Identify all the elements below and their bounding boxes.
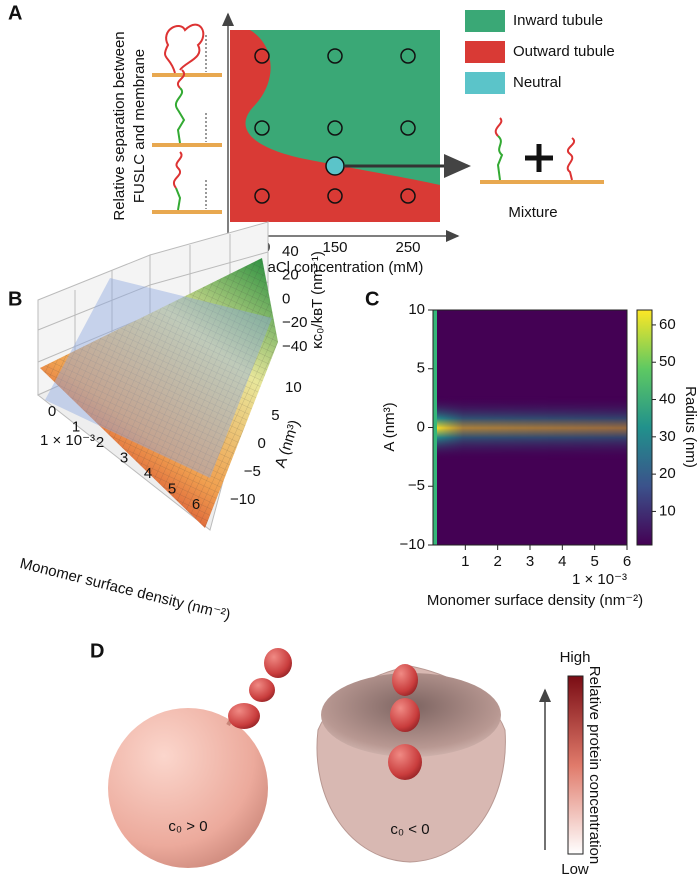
x-axis-label: NaCl concentration (mM): [257, 259, 424, 276]
colorbar: [636, 309, 653, 546]
mixture-label: Mixture: [508, 204, 557, 221]
x-tick-label: 2: [493, 553, 501, 570]
x-tick-label: 5: [168, 480, 176, 497]
legend-swatch: [465, 72, 505, 94]
x-tick-label: 2: [96, 434, 104, 451]
z-axis-label: κc₀/kʙT (nm⁻¹): [309, 251, 326, 349]
y-tick-label: 10: [408, 301, 425, 318]
surface-mesh: [40, 258, 278, 528]
x-tick-label: 150: [322, 239, 347, 256]
colorbar-low: Low: [561, 861, 589, 878]
y-tick-label: 5: [271, 407, 279, 424]
colorbar-tick-label: 20: [659, 465, 676, 482]
z-tick-label: 20: [282, 267, 299, 284]
colorbar-high: High: [560, 649, 591, 666]
legend-label: Outward tubule: [513, 43, 615, 60]
panel-letter: C: [365, 288, 379, 310]
legend-swatch: [465, 10, 505, 32]
heatmap-band: [433, 396, 627, 460]
colorbar-tick-label: 60: [659, 316, 676, 333]
y-tick-label: 5: [417, 360, 425, 377]
y-tick-label: 10: [285, 379, 302, 396]
heatmap-edge: [433, 310, 437, 545]
colorbar-tick-label: 10: [659, 502, 676, 519]
panel-letter: B: [8, 288, 22, 310]
colorbar-tick-label: 50: [659, 353, 676, 370]
y-axis-label: A (nm³): [272, 418, 303, 470]
x-tick-label: 1: [72, 418, 80, 435]
x-tick-label: 1: [461, 553, 469, 570]
y-axis-label: Relative separation between FUSLC and mem…: [111, 31, 148, 220]
protein-colorbar: [567, 675, 584, 855]
vesicle-positive: [108, 648, 292, 868]
x-axis-label: Monomer surface density (nm⁻²): [18, 555, 232, 624]
x-tick-label: 250: [395, 239, 420, 256]
panel-letter: D: [90, 640, 104, 662]
colorbar-tick-label: 40: [659, 390, 676, 407]
x-tick-label: 4: [144, 465, 152, 482]
colorbar-label: Relative protein concentration: [586, 666, 603, 864]
panel-letter: A: [8, 2, 22, 24]
x-tick-label: 5: [590, 553, 598, 570]
y-tick-label: −10: [230, 491, 255, 508]
x-tick-label: 0: [48, 403, 56, 420]
z-tick-label: 40: [282, 243, 299, 260]
legend-swatch: [465, 41, 505, 63]
z-tick-label: 0: [282, 290, 290, 307]
colorbar-tick-label: 30: [659, 428, 676, 445]
legend-label: Inward tubule: [513, 12, 603, 29]
y-tick-label: −10: [400, 536, 425, 553]
x-tick-label: 3: [120, 449, 128, 466]
c0-positive-label: c₀ > 0: [168, 818, 207, 835]
z-tick-label: −20: [282, 314, 307, 331]
x-multiplier: 1 × 10⁻³: [572, 571, 627, 588]
colorbar-label: Radius (nm): [682, 386, 699, 468]
y-tick-label: −5: [408, 477, 425, 494]
x-tick-label: 4: [558, 553, 566, 570]
y-axis-label-line: FUSLC and membrane: [131, 49, 148, 203]
x-axis-label: Monomer surface density (nm⁻²): [427, 592, 643, 609]
neutral-point: [325, 156, 345, 176]
outward-region: [230, 30, 440, 222]
mixture-cartoon: [480, 117, 604, 184]
x-tick-label: 6: [623, 553, 631, 570]
legend: Inward tubule Outward tubule Neutral: [465, 10, 615, 94]
cartoons: [152, 23, 222, 214]
c0-negative-label: c₀ < 0: [390, 821, 429, 838]
zero-plane: [45, 278, 272, 478]
y-tick-label: 0: [417, 418, 425, 435]
y-tick-label: 0: [258, 435, 266, 452]
x-tick-label: 6: [192, 496, 200, 513]
legend-label: Neutral: [513, 74, 561, 91]
y-tick-label: −5: [244, 463, 261, 480]
y-axis-label-line: Relative separation between: [111, 31, 128, 220]
x-tick-label: 3: [526, 553, 534, 570]
z-tick-label: −40: [282, 338, 307, 355]
y-axis-label: A (nm³): [381, 402, 398, 451]
x-multiplier: 1 × 10⁻³: [40, 432, 95, 449]
vesicle-negative: [316, 664, 506, 863]
sample-points: [254, 48, 416, 204]
